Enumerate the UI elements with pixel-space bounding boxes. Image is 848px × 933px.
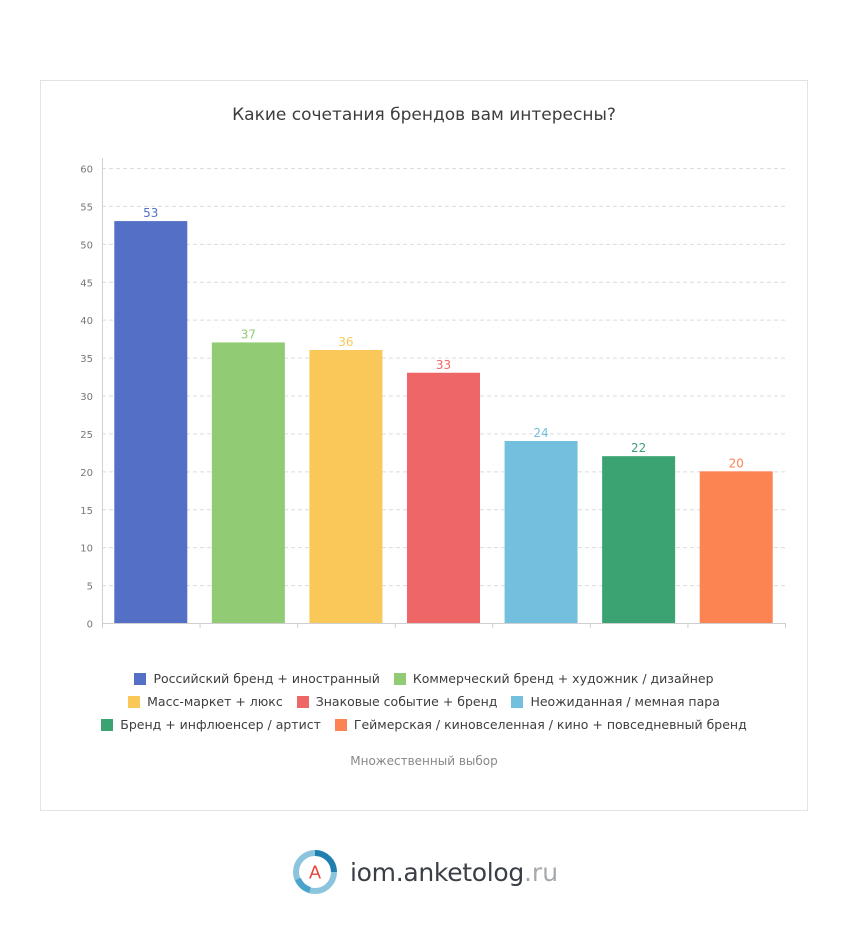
legend-swatch <box>101 718 114 731</box>
y-tick-label: 35 <box>80 354 93 365</box>
legend-row: Российский бренд + иностранный Коммерчес… <box>127 667 720 690</box>
legend-label: Масс-маркет + люкс <box>147 694 283 709</box>
legend-swatch <box>128 695 141 708</box>
bar-value-label: 36 <box>338 335 353 349</box>
bar <box>211 342 285 623</box>
y-tick-label: 30 <box>80 392 93 403</box>
legend-label: Коммерческий бренд + художник / дизайнер <box>412 671 714 686</box>
y-tick-label: 55 <box>80 202 93 213</box>
bar-chart: 0 5 10 15 20 25 30 35 40 45 50 55 60 53 37 36 33 24 22 20 <box>80 158 786 631</box>
chart-title: Какие сочетания брендов вам интересны? <box>232 105 616 125</box>
bar <box>602 456 676 623</box>
bar <box>114 221 188 624</box>
legend-label: Бренд + инфлюенсер / артист <box>120 717 321 732</box>
bar-value-label: 20 <box>729 456 744 470</box>
y-tick-label: 15 <box>80 506 93 517</box>
brand-site-name: iom.anketolog <box>350 857 524 887</box>
legend-item[interactable]: Бренд + инфлюенсер / артист <box>101 717 321 732</box>
y-tick-label: 25 <box>80 430 93 441</box>
legend-row: Бренд + инфлюенсер / артист Геймерская /… <box>94 713 753 736</box>
bar-value-label: 22 <box>631 441 646 455</box>
bar <box>309 350 383 623</box>
legend-label: Знаковые событие + бренд <box>315 694 498 709</box>
bar-value-label: 33 <box>436 358 451 372</box>
multiple-choice-note: Множественный выбор <box>350 754 498 768</box>
bar <box>504 441 578 623</box>
bar-value-label: 24 <box>533 426 548 440</box>
bar <box>699 471 773 623</box>
legend-label: Российский бренд + иностранный <box>153 671 380 686</box>
brand-tld: .ru <box>523 857 559 887</box>
y-tick-label: 50 <box>80 240 93 251</box>
anketolog-brand[interactable]: A iom.anketolog .ru <box>292 849 558 895</box>
bar-value-label: 37 <box>241 327 256 341</box>
legend-swatch <box>134 672 147 685</box>
legend-swatch <box>511 695 524 708</box>
legend-item[interactable]: Геймерская / киновселенная / кино + повс… <box>334 717 747 732</box>
legend-item[interactable]: Знаковые событие + бренд <box>296 694 498 709</box>
y-tick-label: 0 <box>87 620 93 631</box>
logo-letter: A <box>309 863 321 883</box>
y-tick-label: 40 <box>80 316 93 327</box>
legend-item[interactable]: Коммерческий бренд + художник / дизайнер <box>393 671 714 686</box>
bar-value-label: 53 <box>143 206 158 220</box>
bar <box>407 372 480 623</box>
chart-card: Какие сочетания брендов вам интересны? 0… <box>40 80 808 811</box>
y-tick-label: 60 <box>80 165 93 176</box>
y-tick-label: 45 <box>80 278 93 289</box>
legend-swatch <box>334 718 347 731</box>
legend-swatch <box>393 672 406 685</box>
legend-label: Геймерская / киновселенная / кино + повс… <box>353 717 747 732</box>
chart-legend: Российский бренд + иностранный Коммерчес… <box>41 667 807 736</box>
legend-label: Неожиданная / мемная пара <box>530 694 720 709</box>
y-tick-label: 5 <box>87 582 93 593</box>
y-tick-label: 20 <box>80 468 93 479</box>
y-tick-label: 10 <box>80 544 93 555</box>
legend-item[interactable]: Российский бренд + иностранный <box>134 671 380 686</box>
anketolog-logo-icon: A <box>293 850 337 894</box>
legend-row: Масс-маркет + люкс Знаковые событие + бр… <box>121 690 727 713</box>
legend-item[interactable]: Масс-маркет + люкс <box>128 694 283 709</box>
legend-item[interactable]: Неожиданная / мемная пара <box>511 694 720 709</box>
legend-swatch <box>296 695 309 708</box>
